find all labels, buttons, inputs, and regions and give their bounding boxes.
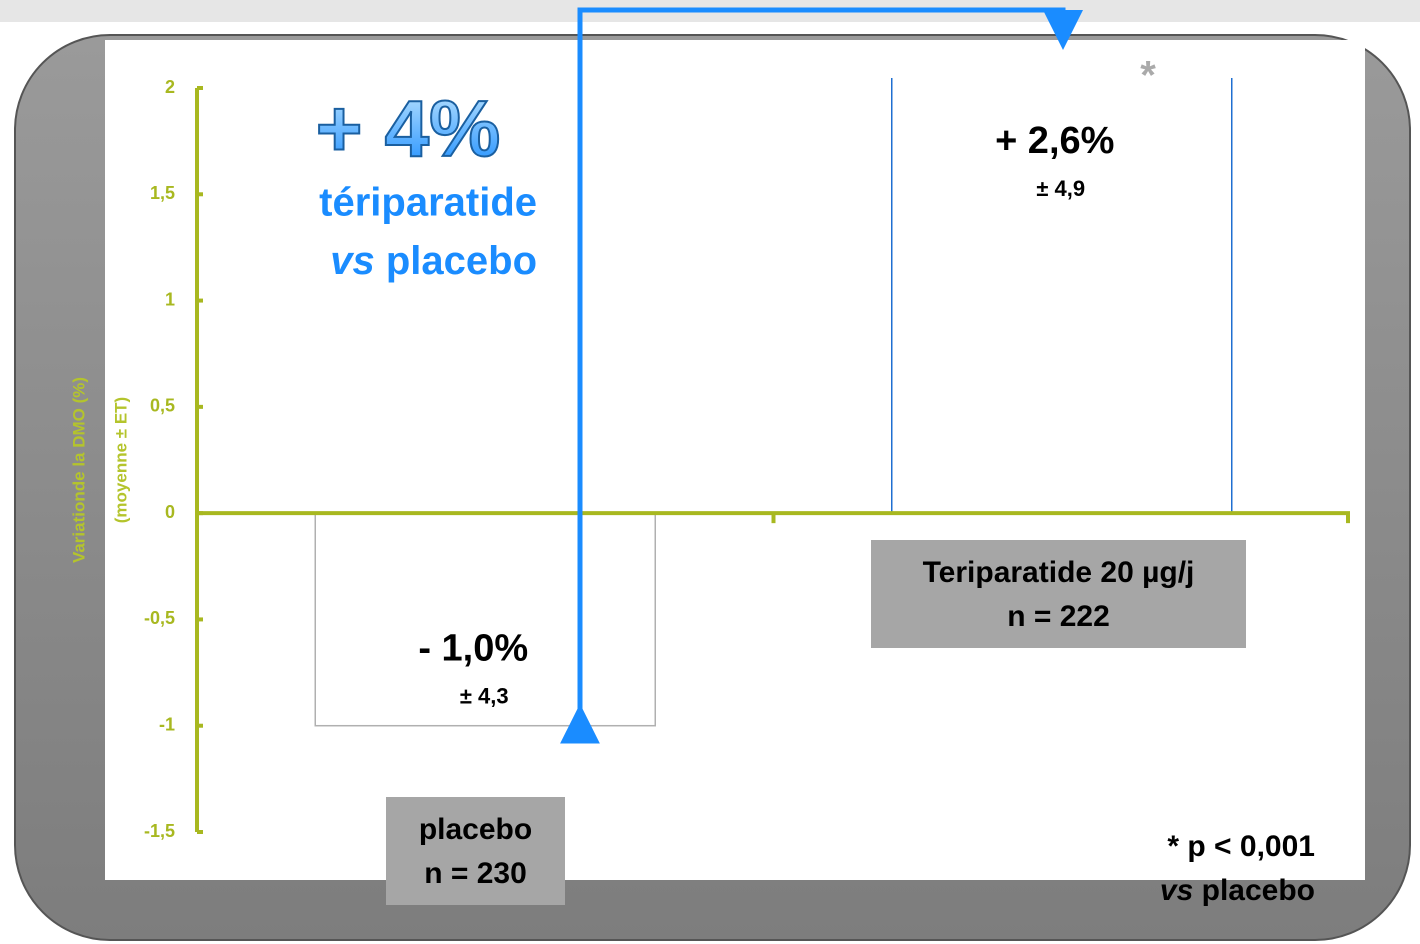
- n-label: n = 230: [424, 857, 527, 890]
- y-tick-label: 2: [165, 77, 175, 97]
- error-label: ± 4,3: [460, 684, 509, 709]
- y-label: (moyenne ± ET): [111, 397, 130, 523]
- category-box: [386, 797, 565, 905]
- y-tick-label: -1: [159, 714, 175, 734]
- y-tick-label: 0: [165, 502, 175, 522]
- value-label: - 1,0%: [418, 628, 528, 670]
- n-label: n = 222: [1007, 600, 1110, 633]
- error-label: ± 4,9: [1036, 176, 1085, 201]
- difference-label: tériparatide: [319, 181, 537, 225]
- x-tick-label: Teriparatide 20 µg/j: [923, 556, 1195, 589]
- y-tick-label: 0,5: [150, 396, 175, 416]
- footnote: vs placebo: [1160, 874, 1315, 907]
- y-tick-label: -1,5: [144, 821, 175, 841]
- value-label: + 2,6%: [995, 120, 1114, 162]
- x-tick-label: placebo: [419, 813, 532, 846]
- difference-arrow: [560, 7, 1083, 744]
- y-tick-label: 1,5: [150, 183, 175, 203]
- footnote: * p < 0,001: [1167, 830, 1315, 863]
- difference-value: + 4%: [316, 84, 501, 173]
- y-label: Variationde la DMO (%): [69, 377, 88, 563]
- y-tick-label: 1: [165, 289, 175, 309]
- y-tick-label: -0,5: [144, 608, 175, 628]
- difference-label: vs placebo: [330, 239, 537, 283]
